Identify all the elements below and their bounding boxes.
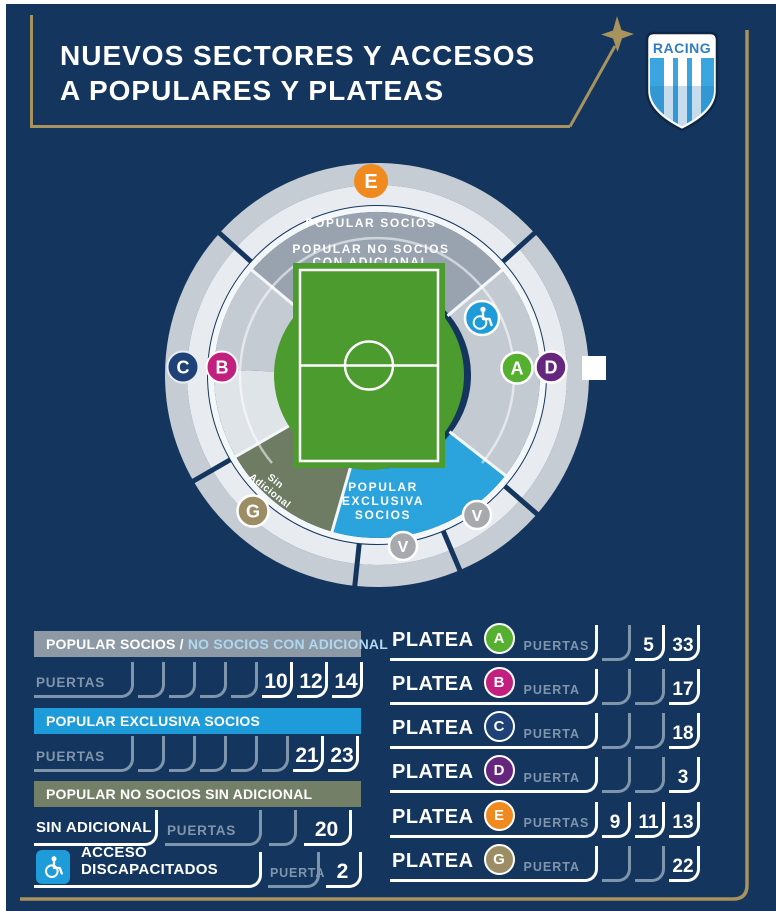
gate-stub xyxy=(169,662,196,698)
legend-header-exclusiva: POPULAR EXCLUSIVA SOCIOS xyxy=(34,708,361,734)
zone-label-exclusiva-3: SOCIOS xyxy=(355,508,411,522)
platea-badge-d: D xyxy=(483,755,515,786)
gate-stub: 18 xyxy=(669,713,700,749)
zone-label-no-socios-1: POPULAR NO SOCIOS xyxy=(292,242,449,256)
gate-stub: 11 xyxy=(635,802,665,838)
star-icon xyxy=(601,16,634,52)
badge-g xyxy=(236,494,270,528)
zone-sin-adicional xyxy=(235,422,352,532)
badge-e xyxy=(354,164,388,198)
access-label-stub: ACCESO DISCAPACITADOS xyxy=(34,844,262,888)
gate-stub xyxy=(602,625,631,661)
racing-logo-text: RACING xyxy=(653,40,711,56)
gate-stub xyxy=(269,810,297,846)
gate-stub: 2 xyxy=(326,852,362,888)
svg-text:E: E xyxy=(364,171,377,193)
badge-d xyxy=(534,350,568,384)
gate-stub xyxy=(635,669,665,705)
outer-ring-dividers xyxy=(190,229,541,589)
platea-row-d: PLATEA D PUERTA 3 xyxy=(390,755,700,793)
gate-stub xyxy=(138,662,165,698)
gates-row-popular-socios: PUERTAS 10 12 14 xyxy=(34,662,363,698)
svg-text:V: V xyxy=(398,539,409,556)
zone-label-exclusiva-2: EXCLUSIVA xyxy=(342,494,424,508)
gate-stub xyxy=(231,662,258,698)
gate-stub xyxy=(602,669,631,705)
gate-stub: 21 xyxy=(293,736,324,772)
page-title-line1: NUEVOS SECTORES Y ACCESOS xyxy=(60,40,536,71)
gate-stub: 13 xyxy=(669,802,700,838)
badge-b xyxy=(205,350,239,384)
platea-badge-g: G xyxy=(483,844,515,875)
page-title-line2: A POPULARES Y PLATEAS xyxy=(60,75,445,106)
gates-row-exclusiva: PUERTAS 21 23 xyxy=(34,736,359,772)
gates-row-sin-adicional: SIN ADICIONAL PUERTAS 20 xyxy=(34,810,352,846)
wheelchair-icon xyxy=(36,850,70,884)
badge-v2 xyxy=(387,530,419,562)
gate-stub: 14 xyxy=(332,662,363,698)
platea-badge-e: E xyxy=(483,800,515,831)
gate-stub: 3 xyxy=(669,757,700,793)
gate-stub xyxy=(138,736,165,772)
badge-c xyxy=(166,350,200,384)
gate-stub xyxy=(602,846,631,882)
gate-stub xyxy=(635,757,665,793)
wheelchair-map-icon xyxy=(463,299,501,337)
racing-logo: RACING xyxy=(645,31,719,132)
gate-stub: 17 xyxy=(669,669,700,705)
zone-label-popular-socios: POPULAR SOCIOS xyxy=(305,216,436,230)
gates-row-access: ACCESO DISCAPACITADOS PUERTA 2 xyxy=(34,844,362,888)
gate-stub: 5 xyxy=(635,625,665,661)
platea-badge-a: A xyxy=(483,623,515,654)
gate-stub xyxy=(200,662,227,698)
legend-header-popular-socios: POPULAR SOCIOS / NO SOCIOS CON ADICIONAL xyxy=(34,631,388,657)
gate-stub xyxy=(200,736,227,772)
gate-stub xyxy=(262,736,289,772)
badge-v1 xyxy=(461,499,493,531)
platea-badge-c: C xyxy=(483,711,515,742)
gate-stub: 12 xyxy=(297,662,328,698)
gate-stub: 22 xyxy=(669,846,700,882)
gate-stub xyxy=(635,713,665,749)
gate-stub xyxy=(169,736,196,772)
svg-text:V: V xyxy=(472,508,483,525)
gate-stub xyxy=(635,846,665,882)
gate-stub xyxy=(231,736,258,772)
gate-stub xyxy=(602,713,631,749)
svg-text:G: G xyxy=(246,502,260,522)
platea-row-a: PLATEA A PUERTAS 5 33 xyxy=(390,623,700,661)
puertas-label-stub: PUERTAS xyxy=(34,736,134,772)
platea-row-e: PLATEA E PUERTAS 9 11 13 xyxy=(390,800,700,838)
badge-a xyxy=(500,351,534,385)
gate-stub: 20 xyxy=(304,810,352,846)
platea-row-c: PLATEA C PUERTA 18 xyxy=(390,711,700,749)
svg-text:B: B xyxy=(216,358,229,378)
gate-stub: 10 xyxy=(262,662,293,698)
svg-text:D: D xyxy=(545,358,558,378)
platea-row-g: PLATEA G PUERTA 22 xyxy=(390,844,700,882)
platea-badge-b: B xyxy=(483,667,515,698)
gate-stub: 9 xyxy=(602,802,631,838)
sin-adicional-label-stub: SIN ADICIONAL xyxy=(34,810,158,846)
football-pitch xyxy=(274,263,464,470)
zone-label-exclusiva-1: POPULAR xyxy=(348,480,418,494)
white-square-marker xyxy=(582,356,606,380)
legend-header-sin-adicional: POPULAR NO SOCIOS SIN ADICIONAL xyxy=(34,781,361,807)
puerta-label-stub: PUERTA xyxy=(268,852,324,888)
page-title: NUEVOS SECTORES Y ACCESOS A POPULARES Y … xyxy=(60,38,535,108)
svg-text:A: A xyxy=(511,359,524,379)
puertas-label-stub: PUERTAS xyxy=(165,810,262,846)
svg-text:C: C xyxy=(177,358,190,378)
zone-popular-exclusiva xyxy=(332,432,506,538)
gate-stub: 23 xyxy=(328,736,359,772)
gate-stub: 33 xyxy=(669,625,700,661)
puertas-label-stub: PUERTAS xyxy=(34,662,134,698)
gate-stub xyxy=(602,757,631,793)
sector-badges: E C B A D G V V xyxy=(166,164,568,562)
platea-row-b: PLATEA B PUERTA 17 xyxy=(390,667,700,705)
